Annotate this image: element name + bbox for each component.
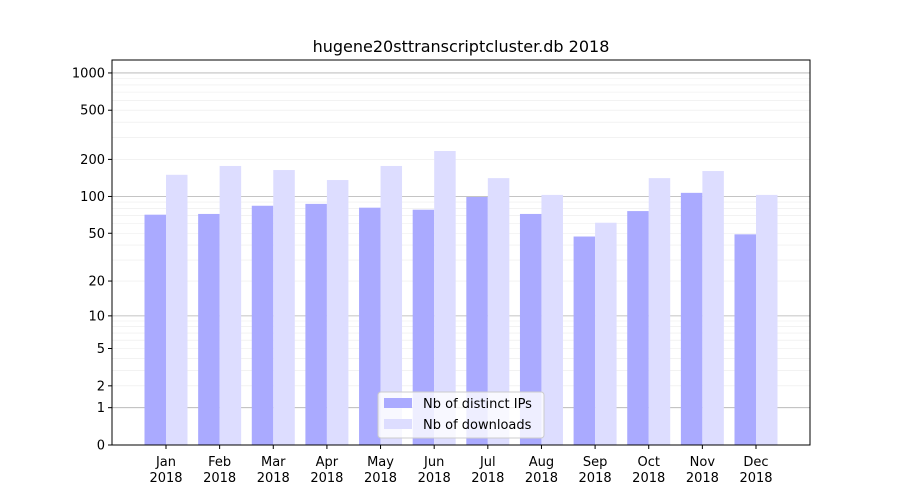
legend-label: Nb of distinct IPs bbox=[423, 397, 532, 412]
bar bbox=[541, 194, 563, 445]
y-tick-label: 500 bbox=[80, 104, 105, 119]
x-tick-label: Jun bbox=[423, 455, 444, 470]
bar bbox=[380, 165, 403, 445]
bar bbox=[412, 209, 435, 445]
bar bbox=[627, 211, 649, 445]
y-tick-label: 10 bbox=[88, 309, 105, 324]
bar bbox=[305, 203, 327, 445]
bar bbox=[648, 178, 671, 445]
bar bbox=[326, 180, 349, 446]
x-tick-label: 2018 bbox=[525, 471, 558, 486]
bar bbox=[702, 171, 724, 445]
legend-box bbox=[377, 391, 545, 439]
x-tick-label: 2018 bbox=[471, 471, 504, 486]
y-tick-label: 20 bbox=[88, 275, 105, 290]
bars bbox=[144, 150, 778, 446]
bar bbox=[756, 194, 778, 445]
x-tick-label: Feb bbox=[208, 455, 231, 470]
legend-swatch bbox=[384, 398, 412, 408]
x-tick-label: 2018 bbox=[632, 471, 665, 486]
legend-swatch bbox=[384, 419, 412, 429]
x-tick-label: 2018 bbox=[203, 471, 236, 486]
y-tick-label: 0 bbox=[97, 439, 105, 454]
y-tick-label: 5 bbox=[97, 342, 105, 357]
legend-label: Nb of downloads bbox=[423, 418, 532, 433]
bar bbox=[273, 170, 295, 446]
bar bbox=[680, 192, 703, 445]
legend: Nb of distinct IPs Nb of downloads bbox=[377, 391, 545, 439]
x-tick-label: 2018 bbox=[686, 471, 719, 486]
x-tick-label: Jan bbox=[155, 455, 176, 470]
x-tick-label: May bbox=[367, 455, 394, 470]
x-tick-label: Jul bbox=[479, 455, 496, 470]
y-tick-label: 200 bbox=[80, 153, 105, 168]
plot-frame bbox=[111, 59, 811, 446]
x-tick-label: 2018 bbox=[418, 471, 451, 486]
x-tick-label: Nov bbox=[690, 455, 716, 470]
x-tick-label: 2018 bbox=[257, 471, 290, 486]
bar bbox=[434, 150, 456, 445]
y-tick-label: 100 bbox=[80, 190, 105, 205]
bar bbox=[251, 205, 274, 445]
x-tick-label: 2018 bbox=[579, 471, 612, 486]
bar bbox=[219, 165, 242, 445]
x-tick-label: Aug bbox=[529, 455, 554, 470]
x-tick-label: Mar bbox=[261, 455, 286, 470]
bar bbox=[573, 236, 596, 445]
x-tick-label: 2018 bbox=[739, 471, 772, 486]
bar bbox=[359, 207, 381, 445]
x-tick-label: 2018 bbox=[149, 471, 182, 486]
bar bbox=[144, 214, 166, 445]
bar bbox=[198, 213, 220, 445]
bar bbox=[734, 234, 756, 445]
chart-title: hugene20sttranscriptcluster.db 2018 bbox=[313, 37, 610, 56]
y-tick-label: 50 bbox=[88, 227, 105, 242]
bar bbox=[519, 213, 542, 445]
x-tick-label: Apr bbox=[316, 455, 339, 470]
x-tick-label: Dec bbox=[743, 455, 768, 470]
y-tick-label: 2 bbox=[97, 379, 105, 394]
bar bbox=[595, 222, 617, 445]
y-tick-label: 1000 bbox=[72, 66, 105, 81]
bar bbox=[166, 174, 188, 445]
x-tick-label: 2018 bbox=[364, 471, 397, 486]
bar bbox=[487, 178, 510, 445]
x-tick-label: 2018 bbox=[310, 471, 343, 486]
x-tick-label: Oct bbox=[637, 455, 659, 470]
y-tick-label: 1 bbox=[97, 401, 105, 416]
x-axis: Jan2018Feb2018Mar2018Apr2018May2018Jun20… bbox=[149, 445, 773, 486]
bar bbox=[466, 197, 488, 445]
y-axis: 0 1 2 5 10 20 50 100 200 500 1000 bbox=[72, 66, 112, 454]
x-tick-label: Sep bbox=[583, 455, 608, 470]
